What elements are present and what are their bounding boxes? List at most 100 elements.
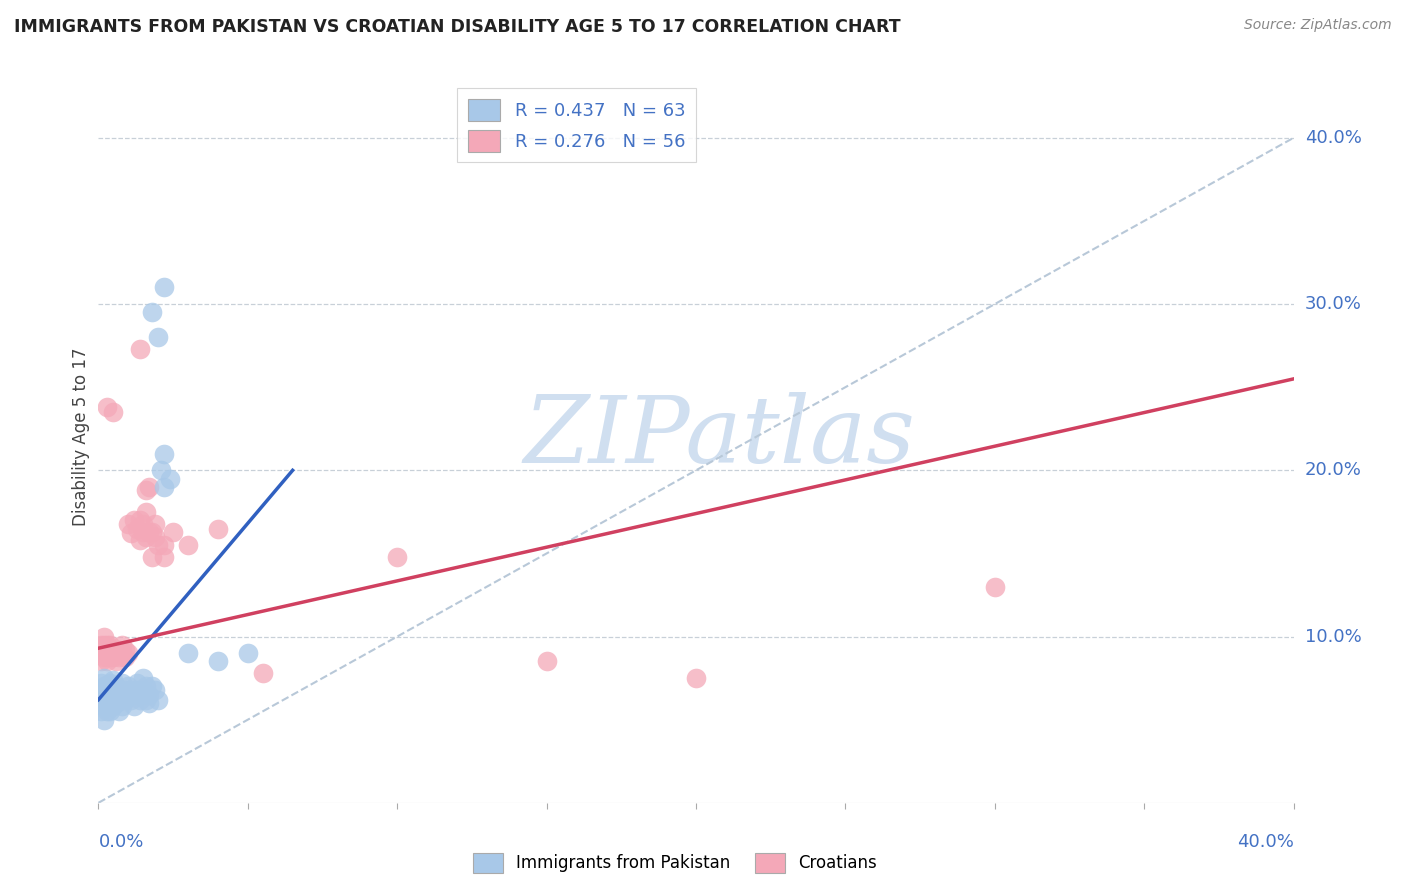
Point — [90, 676, 112, 690]
Point — [153, 549, 176, 564]
Point — [132, 524, 155, 539]
Point — [124, 513, 146, 527]
Point — [96, 638, 118, 652]
Point — [111, 676, 134, 690]
Point — [98, 688, 122, 702]
Legend: R = 0.437   N = 63, R = 0.276   N = 56: R = 0.437 N = 63, R = 0.276 N = 56 — [457, 87, 696, 162]
Point — [105, 655, 128, 669]
Point — [90, 646, 112, 660]
Point — [98, 705, 122, 719]
Point — [108, 692, 131, 706]
Point — [96, 400, 118, 414]
Point — [111, 699, 134, 714]
Point — [96, 691, 118, 706]
Point — [93, 699, 115, 714]
Point — [141, 524, 163, 539]
Point — [124, 699, 146, 714]
Point — [93, 688, 115, 702]
Point — [98, 676, 122, 690]
Point — [98, 646, 122, 660]
Text: 20.0%: 20.0% — [1305, 461, 1361, 479]
Point — [141, 549, 163, 564]
Point — [127, 521, 149, 535]
Point — [141, 305, 163, 319]
Point — [127, 676, 149, 690]
Point — [148, 692, 170, 706]
Point — [96, 655, 118, 669]
Text: 40.0%: 40.0% — [1237, 833, 1294, 851]
Point — [117, 516, 139, 531]
Point — [103, 643, 125, 657]
Point — [536, 655, 558, 669]
Point — [141, 680, 163, 694]
Point — [207, 521, 229, 535]
Point — [114, 682, 136, 697]
Legend: Immigrants from Pakistan, Croatians: Immigrants from Pakistan, Croatians — [465, 847, 884, 880]
Point — [129, 688, 152, 702]
Point — [135, 483, 157, 498]
Text: 0.0%: 0.0% — [98, 833, 143, 851]
Point — [114, 649, 136, 664]
Point — [114, 692, 136, 706]
Point — [108, 649, 131, 664]
Point — [114, 643, 136, 657]
Point — [159, 472, 181, 486]
Point — [98, 696, 122, 710]
Point — [111, 638, 134, 652]
Point — [103, 692, 125, 706]
Point — [138, 688, 160, 702]
Point — [103, 682, 125, 697]
Point — [177, 538, 200, 552]
Point — [93, 649, 115, 664]
Point — [98, 649, 122, 664]
Point — [105, 696, 128, 710]
Point — [138, 696, 160, 710]
Point — [148, 330, 170, 344]
Point — [129, 513, 152, 527]
Point — [96, 643, 118, 657]
Point — [132, 516, 155, 531]
Point — [117, 680, 139, 694]
Point — [117, 688, 139, 702]
Point — [153, 538, 176, 552]
Point — [124, 688, 146, 702]
Point — [252, 666, 274, 681]
Point — [93, 671, 115, 685]
Point — [96, 649, 118, 664]
Point — [105, 680, 128, 694]
Text: Source: ZipAtlas.com: Source: ZipAtlas.com — [1244, 18, 1392, 32]
Point — [90, 705, 112, 719]
Text: 30.0%: 30.0% — [1305, 295, 1361, 313]
Point — [129, 342, 152, 356]
Point — [148, 538, 170, 552]
Point — [153, 280, 176, 294]
Point — [153, 480, 176, 494]
Point — [135, 530, 157, 544]
Point — [111, 688, 134, 702]
Point — [90, 655, 112, 669]
Point — [103, 405, 125, 419]
Point — [96, 705, 118, 719]
Point — [143, 682, 166, 697]
Point — [111, 646, 134, 660]
Point — [120, 526, 142, 541]
Point — [90, 696, 112, 710]
Point — [150, 463, 173, 477]
Point — [103, 673, 125, 687]
Point — [135, 680, 157, 694]
Point — [108, 682, 131, 697]
Point — [93, 638, 115, 652]
Point — [108, 643, 131, 657]
Point — [127, 682, 149, 697]
Point — [103, 649, 125, 664]
Text: 10.0%: 10.0% — [1305, 628, 1361, 646]
Point — [90, 638, 112, 652]
Point — [108, 705, 131, 719]
Point — [93, 713, 115, 727]
Point — [129, 533, 152, 548]
Point — [93, 630, 115, 644]
Point — [207, 655, 229, 669]
Point — [143, 530, 166, 544]
Point — [385, 549, 409, 564]
Text: 40.0%: 40.0% — [1305, 128, 1361, 147]
